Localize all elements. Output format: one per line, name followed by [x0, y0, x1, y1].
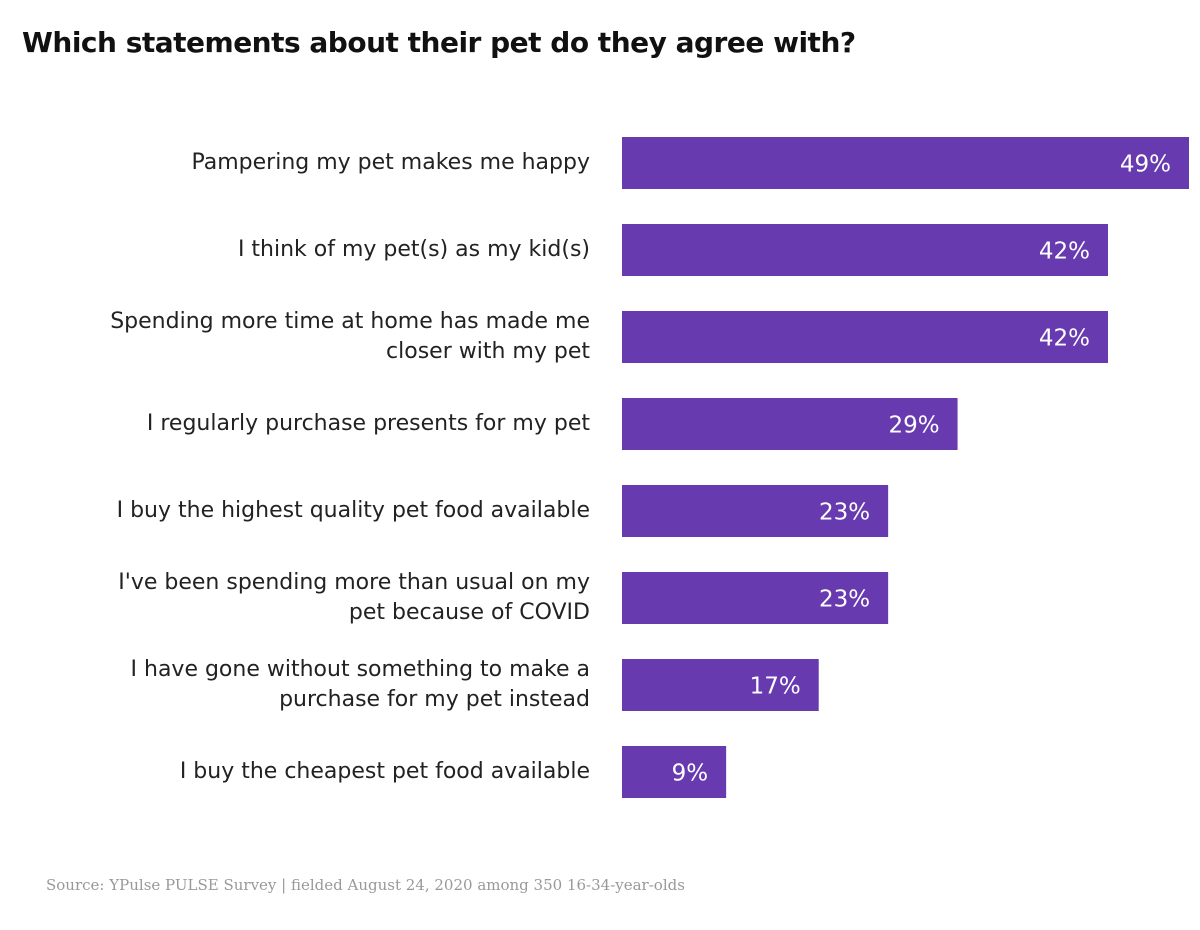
category-label: I buy the highest quality pet food avail… — [116, 498, 590, 523]
value-label: 23% — [819, 500, 870, 526]
value-label: 29% — [888, 413, 939, 439]
source-note: Source: YPulse PULSE Survey | fielded Au… — [46, 876, 685, 894]
category-label: Spending more time at home has made me c… — [110, 309, 590, 364]
bar — [622, 398, 958, 450]
bar — [622, 485, 889, 537]
bar — [622, 746, 727, 798]
bar — [622, 224, 1108, 276]
category-label: I've been spending more than usual on my… — [118, 570, 590, 625]
category-label: Pampering my pet makes me happy — [191, 150, 590, 175]
bar — [622, 659, 819, 711]
bar — [622, 311, 1108, 363]
value-label: 23% — [819, 587, 870, 613]
category-label: I buy the cheapest pet food available — [179, 759, 590, 784]
category-label: I regularly purchase presents for my pet — [146, 411, 590, 436]
chart-title: Which statements about their pet do they… — [22, 26, 856, 59]
bar — [622, 137, 1189, 189]
value-label: 49% — [1120, 152, 1171, 178]
value-label: 9% — [672, 761, 709, 787]
category-label: I think of my pet(s) as my kid(s) — [237, 237, 590, 262]
value-label: 42% — [1039, 239, 1090, 265]
bar — [622, 572, 889, 624]
value-label: 17% — [750, 674, 801, 700]
category-label: I have gone without something to make a … — [130, 657, 590, 712]
value-label: 42% — [1039, 326, 1090, 352]
